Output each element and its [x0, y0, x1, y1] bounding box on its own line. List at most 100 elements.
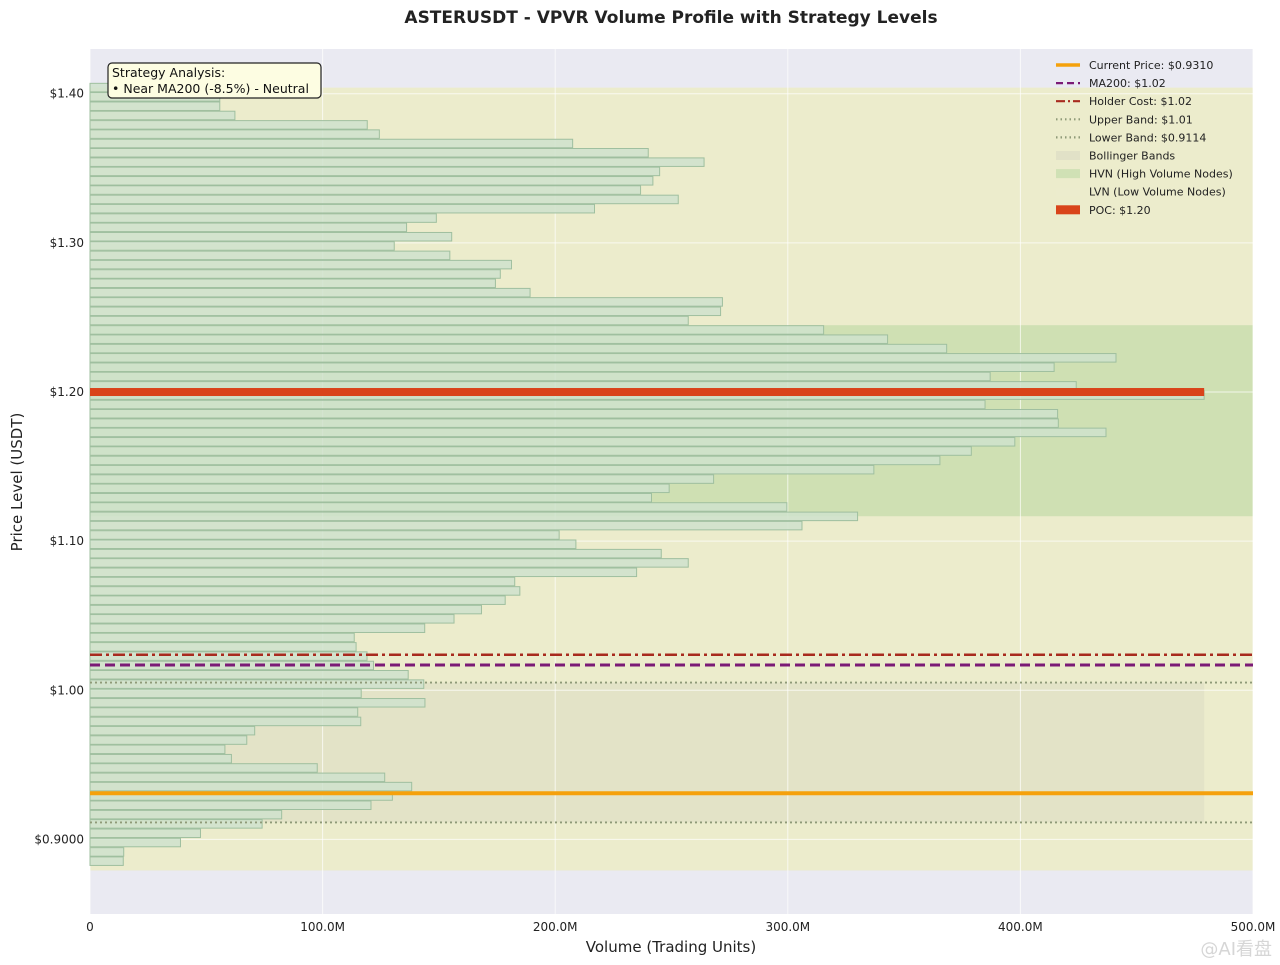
x-tick-label: 0 [86, 920, 94, 934]
volume-bar [89, 278, 496, 289]
volume-bar [89, 437, 1016, 447]
legend-item: Bollinger Bands [1056, 150, 1175, 163]
volume-bar [89, 194, 679, 205]
volume-bar [89, 250, 451, 261]
volume-bar [89, 483, 670, 494]
volume-bar [89, 679, 425, 689]
volume-bar [89, 707, 359, 717]
legend-swatch-patch [1056, 187, 1080, 197]
y-axis-label: Price Level (USDT) [8, 413, 26, 552]
legend-swatch-patch [1056, 205, 1080, 215]
legend-label: Bollinger Bands [1089, 150, 1175, 163]
volume-bar [89, 166, 661, 177]
legend-item: Upper Band: $1.01 [1056, 113, 1193, 126]
volume-bar [89, 334, 889, 344]
legend-item: POC: $1.20 [1056, 204, 1151, 217]
legend-label: LVN (Low Volume Nodes) [1089, 186, 1226, 199]
annotation-line-2: • Near MA200 (-8.5%) - Neutral [112, 81, 309, 96]
volume-bar [89, 800, 372, 811]
volume-bar [89, 809, 283, 820]
volume-bar [89, 287, 531, 298]
y-tick-label: $1.00 [50, 683, 84, 697]
x-tick-label: 100.0M [300, 920, 345, 934]
legend-label: Upper Band: $1.01 [1089, 113, 1193, 126]
volume-bar [89, 847, 125, 857]
x-tick-label: 500.0M [1231, 920, 1276, 934]
strategy-annotation: Strategy Analysis: • Near MA200 (-8.5%) … [107, 62, 322, 99]
volume-bar [89, 520, 803, 531]
volume-bar [89, 576, 516, 587]
volume-bar [89, 259, 512, 270]
volume-bar [89, 688, 362, 699]
legend-item: Current Price: $0.9310 [1056, 59, 1213, 72]
volume-bar [89, 120, 368, 130]
volume-bar [89, 399, 986, 410]
volume-bar [89, 148, 649, 158]
volume-bar [89, 725, 256, 736]
legend-label: Lower Band: $0.9114 [1089, 131, 1206, 144]
volume-bar [89, 343, 948, 354]
volume-bar [89, 231, 453, 242]
legend-item: MA200: $1.02 [1056, 77, 1166, 90]
chart-title: ASTERUSDT - VPVR Volume Profile with Str… [404, 8, 937, 28]
volume-bar [89, 110, 236, 121]
legend: Current Price: $0.9310 MA200: $1.02 Holder… [1056, 59, 1233, 217]
volume-bar [89, 138, 574, 149]
volume-bar [89, 241, 395, 251]
volume-bar [89, 819, 263, 829]
volume-bar [89, 539, 577, 550]
volume-bar [89, 828, 201, 839]
legend-label: POC: $1.20 [1089, 204, 1151, 217]
volume-bar [89, 101, 221, 111]
volume-bar [89, 735, 248, 745]
volume-bar [89, 157, 705, 167]
volume-bar [89, 511, 859, 522]
legend-label: HVN (High Volume Nodes) [1089, 168, 1233, 181]
volume-bar [89, 642, 357, 652]
volume-bar [89, 530, 560, 540]
volume-bar [89, 502, 788, 512]
y-tick-label: $1.40 [50, 87, 84, 101]
volume-bar [89, 763, 318, 773]
legend-item: HVN (High Volume Nodes) [1056, 168, 1233, 181]
watermark: @AI看盘 [1200, 939, 1272, 960]
volume-bar [89, 129, 380, 139]
volume-bar [89, 698, 426, 708]
annotation-line-1: Strategy Analysis: [112, 65, 225, 80]
level-lines [90, 388, 1253, 824]
y-tick-label: $1.10 [50, 534, 84, 548]
volume-bar [89, 371, 991, 382]
volume-bar [89, 558, 689, 568]
legend-label: Holder Cost: $1.02 [1089, 95, 1192, 108]
volume-bar [89, 753, 232, 764]
x-tick-label: 300.0M [765, 920, 810, 934]
volume-bar [89, 781, 413, 792]
volume-bar [89, 614, 455, 624]
volume-bar [89, 455, 941, 466]
x-axis-ticks: 0 100.0M 200.0M 300.0M 400.0M 500.0M [86, 920, 1275, 934]
volume-bar [89, 651, 368, 661]
volume-bar [89, 595, 506, 605]
volume-bar [89, 837, 181, 848]
volume-bar [89, 213, 437, 223]
volume-bar [89, 632, 355, 643]
volume-bar [89, 474, 715, 484]
legend-item: Holder Cost: $1.02 [1056, 95, 1192, 108]
volume-bar [89, 185, 642, 195]
legend-label: Current Price: $0.9310 [1089, 59, 1213, 72]
volume-bar [89, 744, 226, 755]
volume-bar [89, 353, 1117, 363]
volume-bar [89, 306, 722, 317]
x-tick-label: 400.0M [998, 920, 1043, 934]
legend-swatch-patch [1056, 169, 1080, 179]
y-tick-label: $1.20 [50, 385, 84, 399]
volume-bar [89, 315, 689, 326]
y-tick-label: $1.30 [50, 236, 84, 250]
legend-label: MA200: $1.02 [1089, 77, 1166, 90]
volume-bar [89, 856, 124, 866]
volume-bar [89, 586, 521, 596]
legend-item: Lower Band: $0.9114 [1056, 131, 1206, 144]
volume-bar [89, 203, 596, 214]
annotation-box [107, 62, 322, 99]
volume-bar [89, 669, 409, 680]
